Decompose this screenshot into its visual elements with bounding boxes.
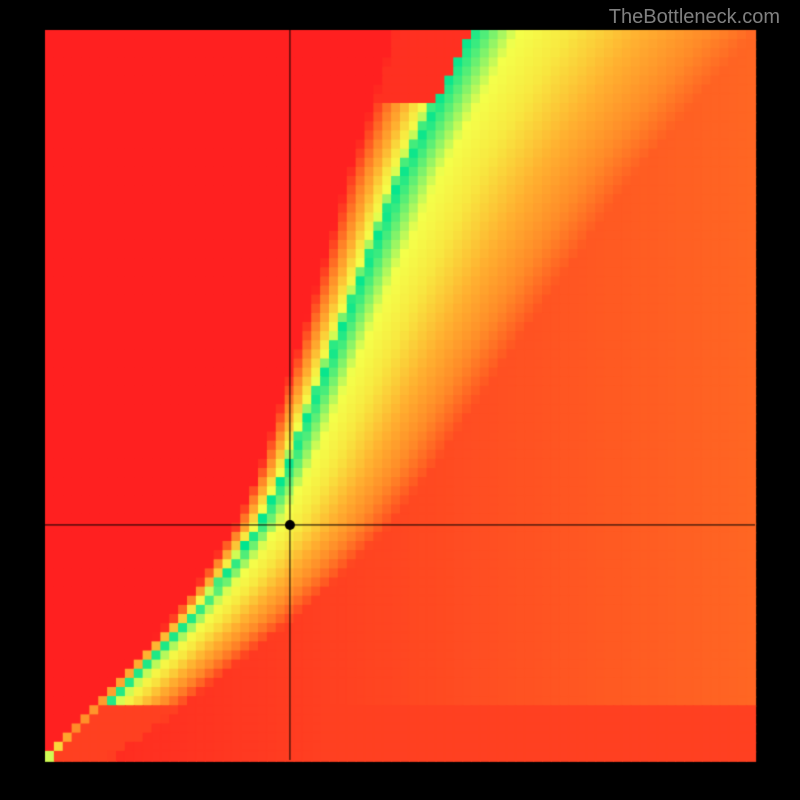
watermark-text: TheBottleneck.com <box>609 6 780 29</box>
chart-container: TheBottleneck.com <box>0 0 800 800</box>
bottleneck-heatmap <box>0 0 800 800</box>
